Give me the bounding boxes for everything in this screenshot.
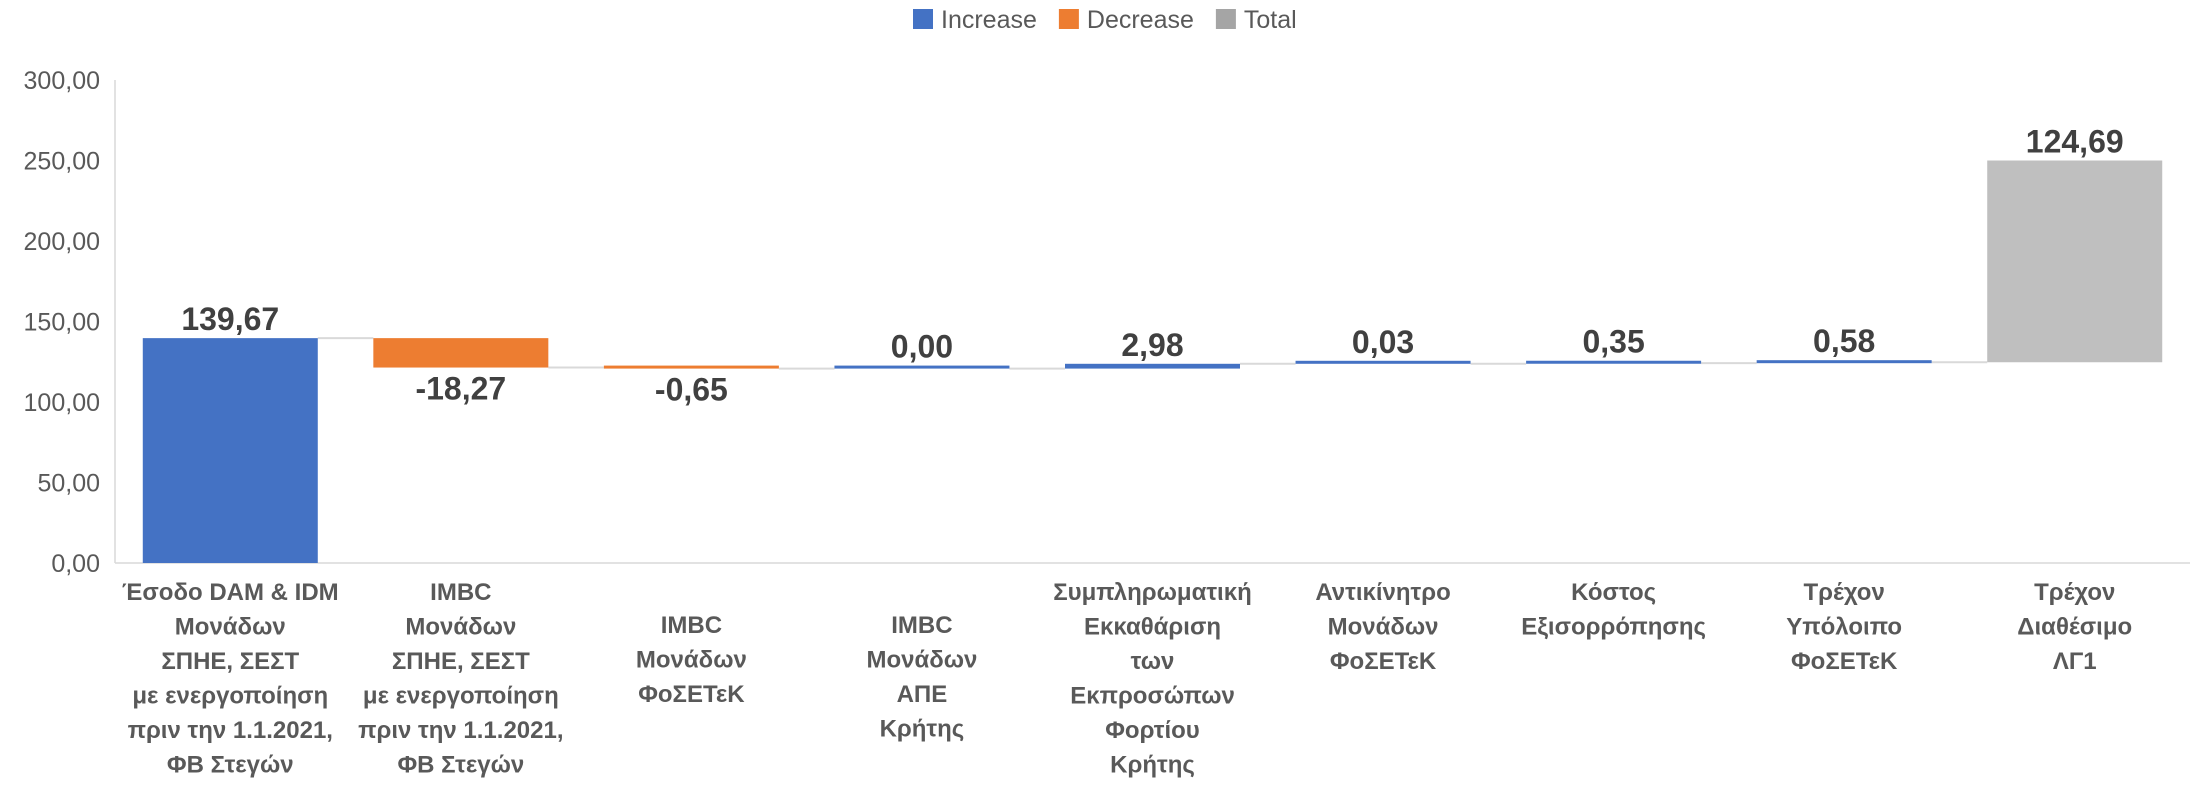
data-label: 139,67 <box>181 301 279 337</box>
data-label: 124,69 <box>2026 124 2124 160</box>
legend-swatch-increase <box>913 9 933 29</box>
bar-decrease <box>373 338 549 368</box>
category-label: Τρέχον Υπόλοιπο ΦοΣΕΤεΚ <box>1786 579 1902 675</box>
category-label: Τρέχον Διαθέσιμο ΛΓ1 <box>2017 579 2132 675</box>
category-label-line: ΦοΣΕΤεΚ <box>1330 648 1437 675</box>
bar-decrease <box>603 365 779 369</box>
bar-increase <box>1756 360 1932 364</box>
category-label-line: ΛΓ1 <box>2053 648 2097 675</box>
y-tick-label: 0,00 <box>51 550 100 578</box>
category-label-line: πριν την 1.1.2021, <box>128 717 333 744</box>
data-label: -0,65 <box>655 372 728 408</box>
legend-swatch-decrease <box>1058 9 1079 29</box>
category-label-line: IMBC <box>891 612 952 639</box>
category-label-line: ΣΠΗΕ, ΣΕΣΤ <box>161 648 299 675</box>
category-label-line: Μονάδων <box>175 614 286 641</box>
bar-increase <box>834 365 1010 369</box>
category-label-line: Συμπληρωματική <box>1053 579 1252 606</box>
category-label-line: Εκκαθάριση <box>1084 614 1221 641</box>
data-label: 0,35 <box>1582 324 1644 360</box>
category-label-line: ΦοΣΕΤεΚ <box>1791 648 1898 675</box>
category-label-line: ΣΠΗΕ, ΣΕΣΤ <box>392 648 530 675</box>
y-tick-label: 150,00 <box>24 309 100 337</box>
legend-label-increase: Increase <box>941 6 1037 34</box>
legend-label-decrease: Decrease <box>1087 6 1194 34</box>
category-label-line: Φορτίου <box>1105 717 1200 744</box>
category-label-line: Υπόλοιπο <box>1786 614 1902 641</box>
category-label: Έσοδο DAM & IDM Μονάδων ΣΠΗΕ, ΣΕΣΤ με ενεργ… <box>122 579 339 779</box>
category-label-line: Μονάδων <box>866 647 977 674</box>
category-label-line: Μονάδων <box>405 614 516 641</box>
category-label-line: Αντικίνητρο <box>1315 579 1450 606</box>
data-label: -18,27 <box>415 371 506 407</box>
bar-total <box>1987 160 2163 363</box>
bar-increase <box>1065 363 1240 369</box>
category-label: IMBC Μονάδων ΑΠΕ Κρήτης <box>866 612 977 743</box>
category-label-line: ΦοΣΕΤεΚ <box>638 681 745 708</box>
y-tick-label: 250,00 <box>24 148 100 176</box>
category-label-line: Μονάδων <box>1328 614 1439 641</box>
category-label-line: με ενεργοποίηση <box>363 683 559 710</box>
bar-increase <box>1295 360 1471 364</box>
y-tick-label: 50,00 <box>37 470 100 498</box>
category-label-line: IMBC <box>661 612 722 639</box>
y-tick-label: 200,00 <box>24 228 100 256</box>
y-tick-label: 300,00 <box>24 67 100 95</box>
category-label-line: Έσοδο DAM & IDM <box>122 579 339 606</box>
y-tick-label: 100,00 <box>24 389 100 417</box>
category-label-line: Τρέχον <box>2034 579 2115 606</box>
category-label-line: Τρέχον <box>1804 579 1885 606</box>
category-label-line: IMBC <box>430 579 491 606</box>
category-label-line: Διαθέσιμο <box>2017 614 2132 641</box>
category-label-line: των <box>1131 648 1175 675</box>
bar-increase <box>142 338 318 563</box>
category-label-line: ΦΒ Στεγών <box>397 752 524 779</box>
category-label-line: Μονάδων <box>636 647 747 674</box>
data-label: 0,00 <box>891 329 953 365</box>
data-label: 0,03 <box>1352 324 1414 360</box>
category-label: IMBC Μονάδων ΣΠΗΕ, ΣΕΣΤ με ενεργοποίηση πριν… <box>358 579 563 779</box>
data-label: 2,98 <box>1121 327 1183 363</box>
category-label-line: Εξισορρόπησης <box>1521 614 1706 641</box>
category-label-line: με ενεργοποίηση <box>132 683 328 710</box>
legend-label-total: Total <box>1244 6 1297 34</box>
category-label-line: Κόστος <box>1571 579 1656 606</box>
data-label: 0,58 <box>1813 323 1875 359</box>
category-label: Αντικίνητρο Μονάδων ΦοΣΕΤεΚ <box>1315 579 1450 675</box>
bar-increase <box>1526 360 1702 364</box>
category-label-line: Κρήτης <box>1110 752 1195 779</box>
category-label: IMBC Μονάδων ΦοΣΕΤεΚ <box>636 612 747 708</box>
category-label: Συμπληρωματική Εκκαθάριση των Εκπροσώπων Φορ… <box>1053 579 1252 779</box>
legend-swatch-total <box>1215 9 1236 29</box>
category-label-line: ΑΠΕ <box>897 681 948 708</box>
category-label-line: Κρήτης <box>880 716 965 743</box>
category-label-line: ΦΒ Στεγών <box>167 752 294 779</box>
category-label-line: πριν την 1.1.2021, <box>358 717 563 744</box>
category-label-line: Εκπροσώπων <box>1070 683 1235 710</box>
category-label: Κόστος Εξισορρόπησης <box>1521 579 1706 641</box>
